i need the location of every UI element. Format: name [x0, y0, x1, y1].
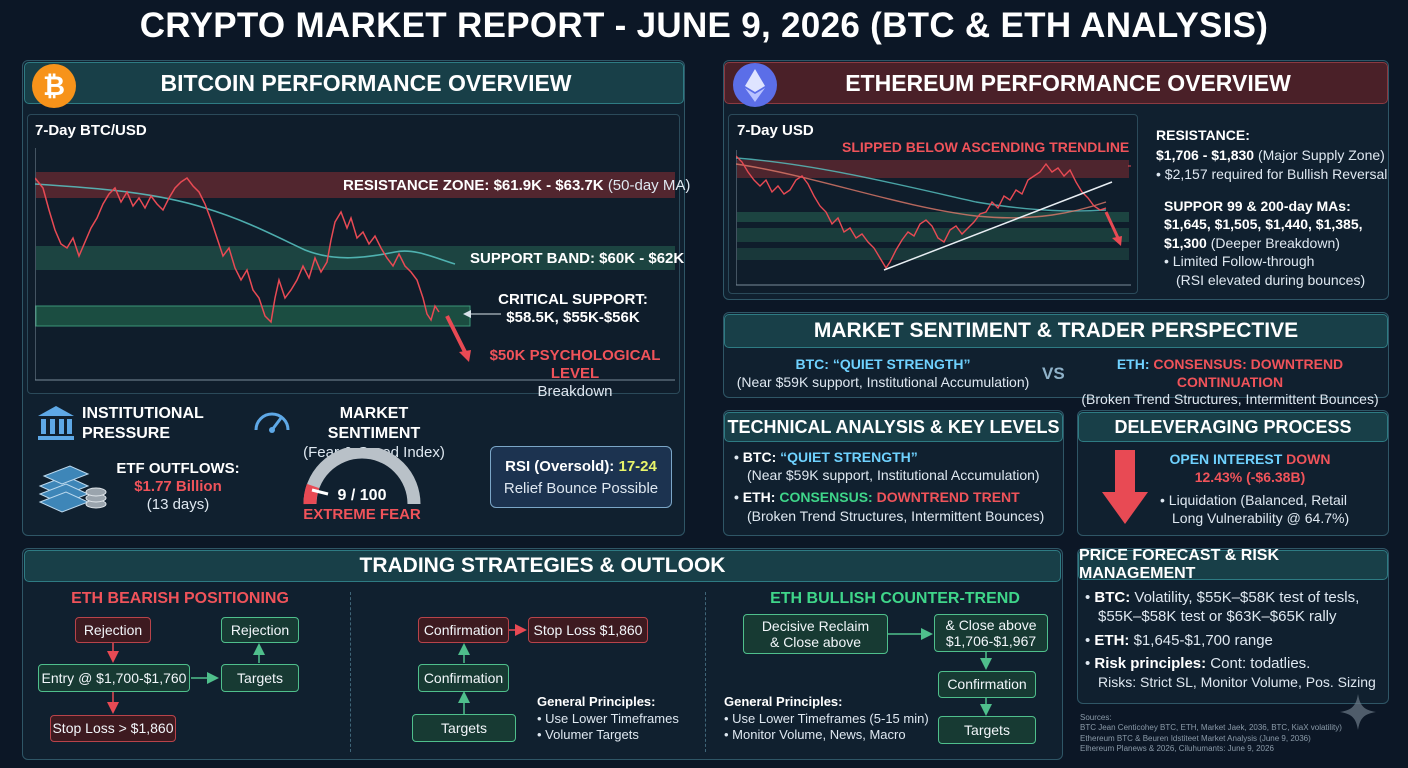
eth-support-band-2	[737, 228, 1129, 242]
eth-breakdown-arrow	[1104, 211, 1120, 239]
divider-1	[350, 592, 351, 752]
sentiment-btc: BTC: “QUIET STRENGTH” (Near $59K support…	[736, 356, 1030, 390]
bitcoin-logo-icon: ₿	[30, 62, 78, 110]
ethereum-logo-icon	[731, 61, 779, 109]
rsi-box: RSI (Oversold): 17-24 Relief Bounce Poss…	[490, 446, 672, 508]
eth-support-band-3	[737, 248, 1129, 260]
eth-bullish-title: ETH BULLISH COUNTER-TREND	[770, 590, 1020, 607]
svg-text:₿: ₿	[43, 71, 65, 102]
bearish-targets: Targets	[221, 664, 299, 692]
middle-stop-loss: Stop Loss $1,860	[528, 617, 648, 643]
eth-resistance-zone	[737, 160, 1129, 178]
divider-2	[705, 592, 706, 752]
page-title: CRYPTO MARKET REPORT - JUNE 9, 2026 (BTC…	[139, 6, 1269, 45]
bullish-reclaim: Decisive Reclaim & Close above	[743, 614, 888, 654]
btc-breakdown-arrow	[445, 315, 467, 353]
institutional-pressure-label: INSTITUTIONAL PRESSURE	[82, 405, 204, 442]
bearish-rejection-1: Rejection	[75, 617, 151, 643]
sources: Sources: BTC Jean Centicohey BTC, ETH, M…	[1080, 713, 1342, 754]
bearish-stop-loss: Stop Loss > $1,860	[50, 715, 176, 742]
speedometer-icon	[252, 402, 292, 441]
sparkle-icon	[1338, 692, 1378, 737]
sentiment-header: MARKET SENTIMENT & TRADER PERSPECTIVE	[724, 314, 1388, 348]
sentiment-eth: ETH: CONSENSUS: DOWNTREND CONTINUATION (…	[1081, 356, 1379, 407]
bullish-close-above: & Close above $1,706-$1,967	[934, 614, 1048, 652]
eth-chart-box	[728, 114, 1138, 294]
middle-confirmation-1: Confirmation	[418, 617, 509, 643]
middle-confirmation-2: Confirmation	[418, 664, 509, 692]
etf-outflows: ETF OUTFLOWS: $1.77 Billion (13 days)	[116, 460, 240, 513]
fear-greed-gauge	[303, 448, 421, 505]
eth-resistance-text: RESISTANCE: $1,706 - $1,830 (Major Suppl…	[1156, 127, 1388, 183]
open-interest: OPEN INTEREST DOWN 12.43% (-$6.38B)	[1169, 451, 1331, 485]
btc-critical-support-label: CRITICAL SUPPORT: $58.5K, $55K-$56K	[498, 291, 648, 326]
deleveraging-header: DELEVERAGING PROCESS	[1078, 412, 1388, 442]
bearish-rejection-2: Rejection	[221, 617, 299, 643]
btc-chart-label: 7-Day BTC/USD	[35, 122, 147, 139]
btc-support-band-label: SUPPORT BAND: $60K - $62K	[470, 250, 685, 267]
trading-header: TRADING STRATEGIES & OUTLOOK	[24, 550, 1061, 582]
btc-header-title: BITCOIN PERFORMANCE OVERVIEW	[160, 69, 572, 96]
forecast-content: • BTC: Volatility, $55K–$58K test of tes…	[1085, 589, 1376, 690]
eth-trendline-note: SLIPPED BELOW ASCENDING TRENDLINE	[842, 139, 1130, 155]
btc-critical-support	[35, 305, 471, 327]
trading-flow-arrows	[107, 624, 992, 716]
eth-ascending-trendline	[883, 181, 1113, 271]
sentiment-vs: VS	[1042, 364, 1065, 383]
liquidation-note: • Liquidation (Balanced, Retail Long Vul…	[1160, 492, 1350, 526]
btc-price-line	[35, 176, 440, 324]
eth-bearish-title: ETH BEARISH POSITIONING	[71, 590, 289, 607]
eth-header: ETHEREUM PERFORMANCE OVERVIEW	[724, 62, 1388, 104]
bullish-confirmation: Confirmation	[938, 671, 1036, 698]
bullish-targets: Targets	[938, 716, 1036, 744]
cash-stack-icon	[36, 456, 108, 519]
eth-header-title: ETHEREUM PERFORMANCE OVERVIEW	[845, 69, 1291, 96]
bearish-entry: Entry @ $1,700-$1,760	[38, 664, 190, 692]
bank-icon	[36, 404, 76, 447]
forecast-header: PRICE FORECAST & RISK MANAGEMENT	[1078, 547, 1388, 582]
middle-principles: General Principles: • Use Lower Timefram…	[537, 694, 679, 743]
technical-header: TECHNICAL ANALYSIS & KEY LEVELS	[724, 412, 1063, 442]
down-arrow-icon	[1100, 450, 1150, 531]
btc-price-chart	[35, 148, 675, 381]
middle-targets: Targets	[412, 714, 516, 742]
btc-moving-average	[35, 183, 456, 265]
btc-psych-level-label: $50K PSYCHOLOGICAL LEVEL Breakdown	[489, 347, 661, 400]
fear-greed-readout: 9 / 100 EXTREME FEAR	[303, 487, 421, 523]
eth-price-line	[736, 155, 1107, 270]
bullish-principles: General Principles: • Use Lower Timefram…	[724, 694, 929, 743]
eth-support-text: SUPPOR 99 & 200-day MAs: $1,645, $1,505,…	[1164, 198, 1366, 288]
eth-support-band-1	[737, 212, 1129, 222]
eth-price-chart	[736, 150, 1131, 286]
btc-resistance-label: RESISTANCE ZONE: $61.9K - $63.7K (50-day…	[343, 177, 691, 194]
trading-panel	[22, 548, 1063, 760]
eth-chart-label: 7-Day USD	[737, 122, 814, 139]
btc-header: BITCOIN PERFORMANCE OVERVIEW	[24, 62, 684, 104]
technical-content: • BTC: “QUIET STRENGTH” (Near $59K suppo…	[734, 449, 1045, 524]
